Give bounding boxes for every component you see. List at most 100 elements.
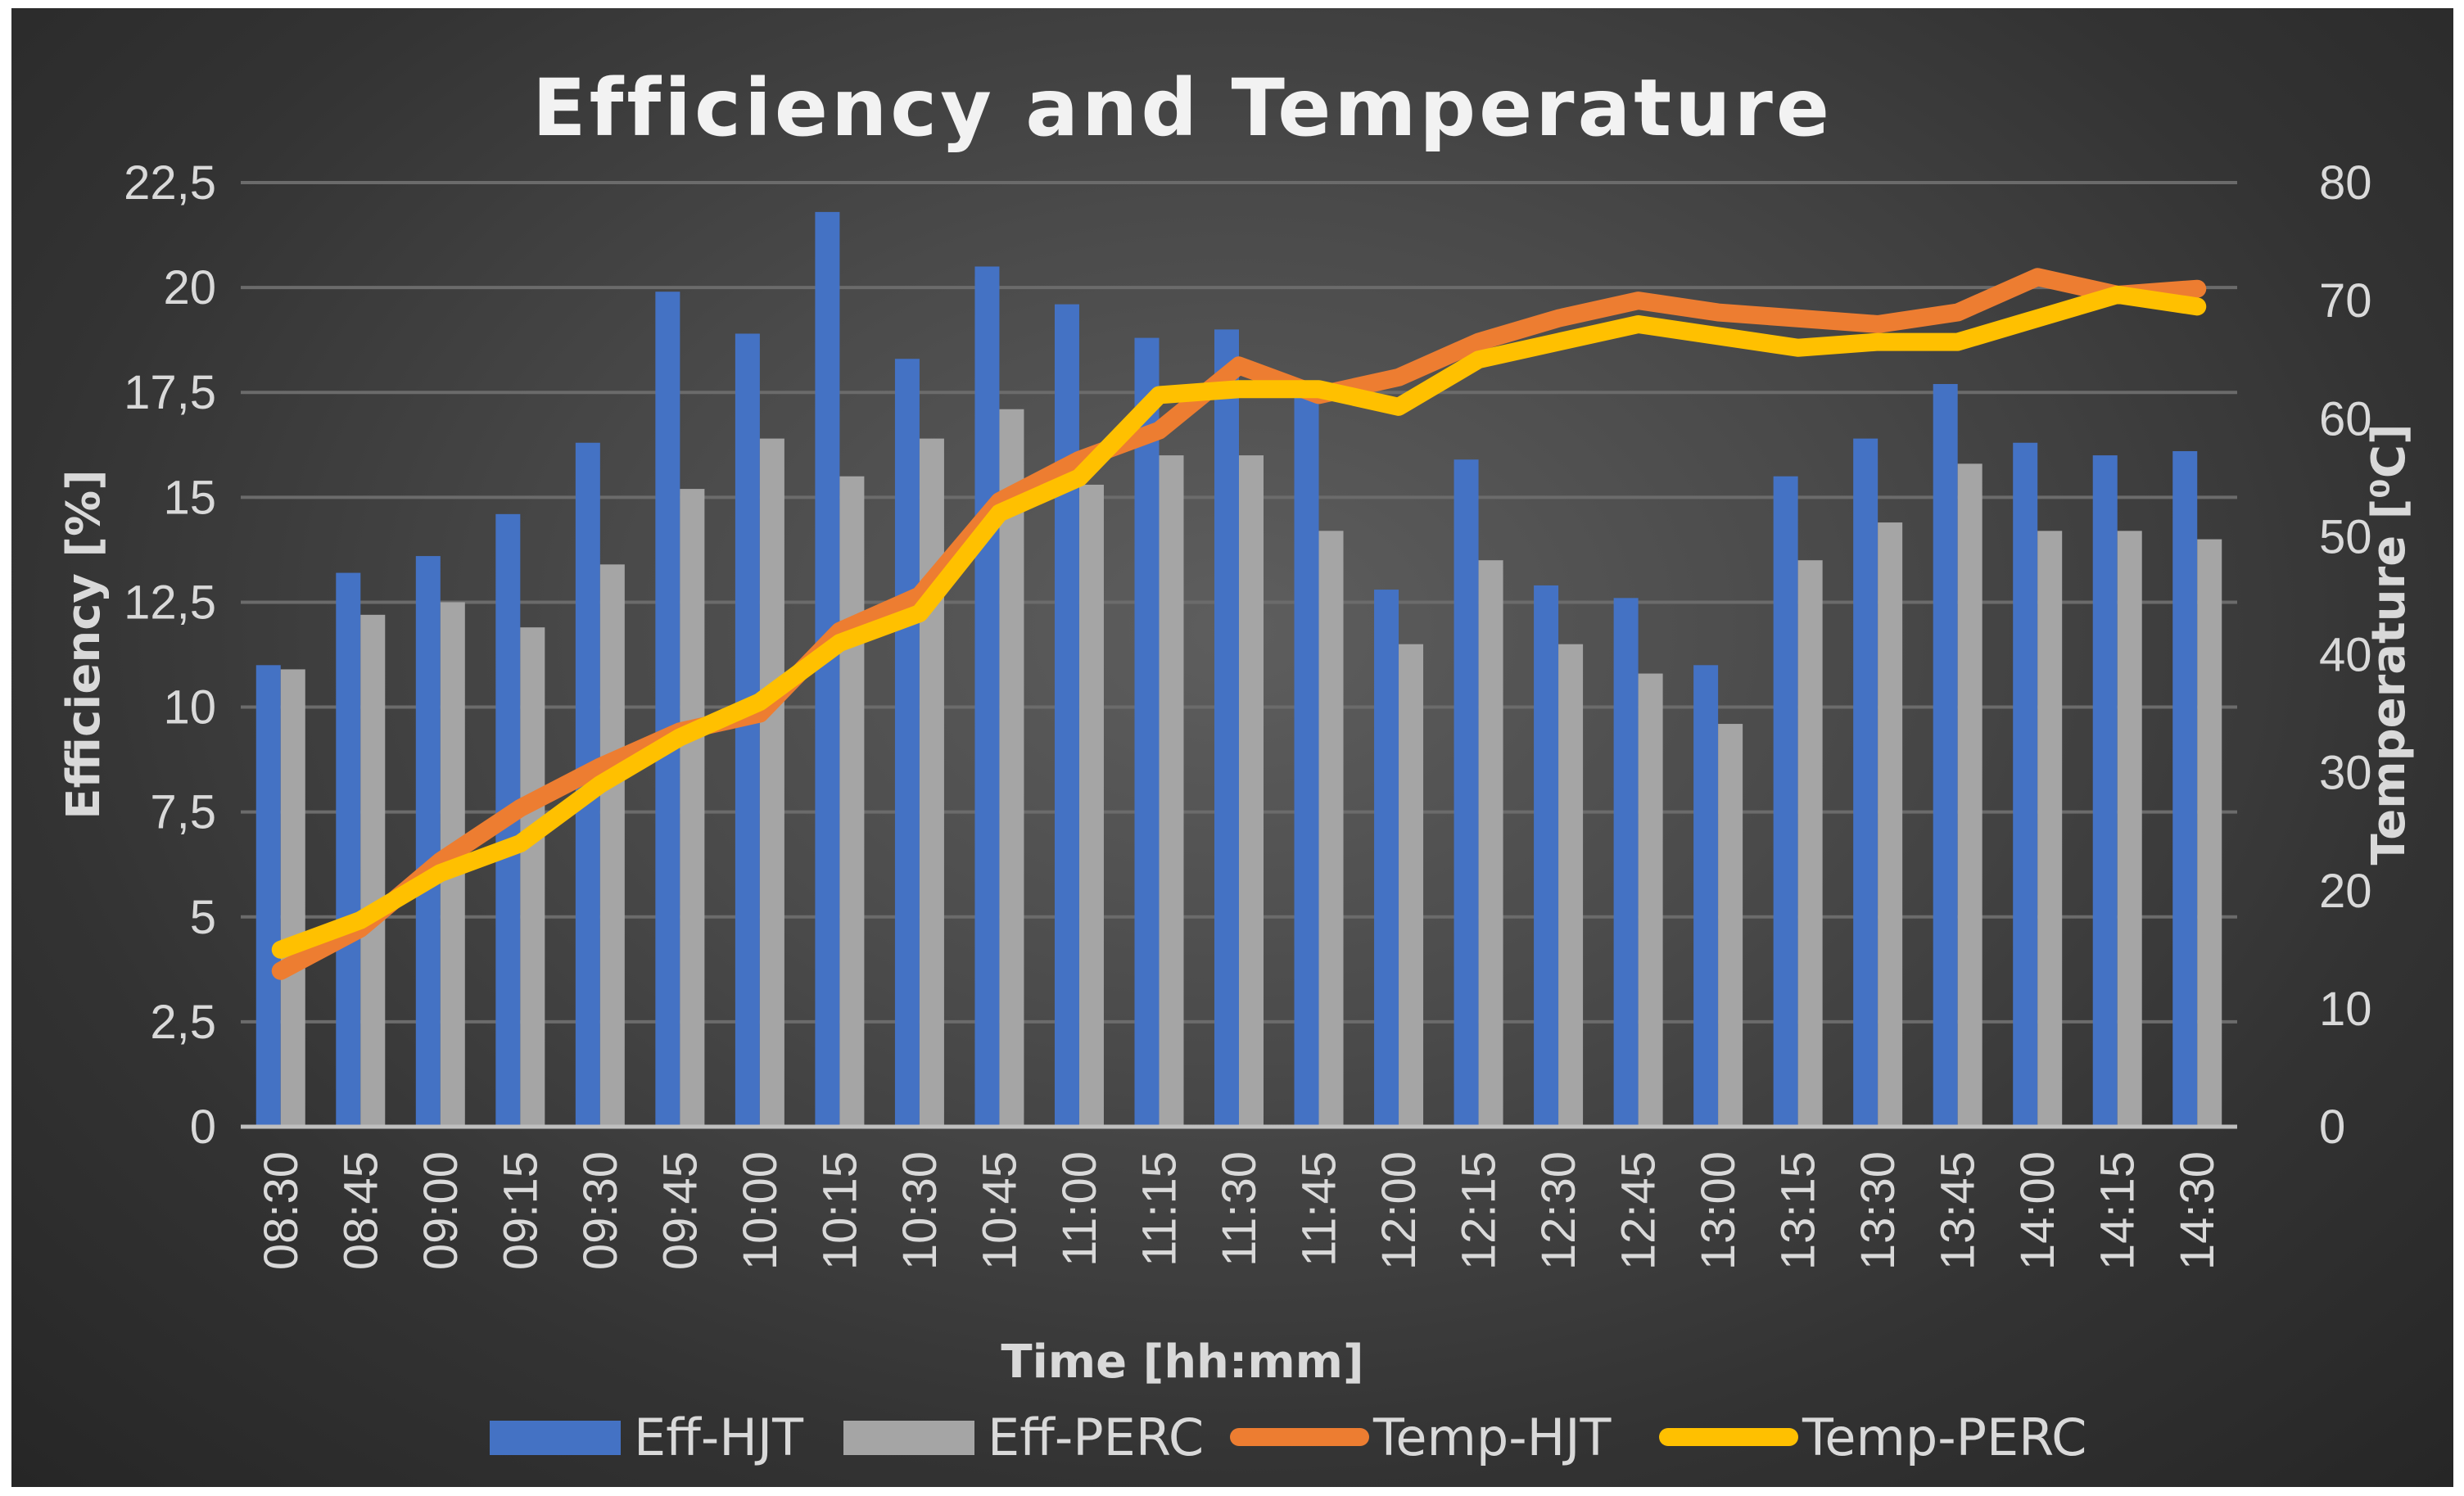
bar-eff-hjt xyxy=(1134,337,1160,1127)
bar-eff-perc xyxy=(839,476,865,1127)
bar-eff-perc xyxy=(2117,531,2142,1127)
bar-eff-perc xyxy=(1078,484,1104,1127)
legend: Eff-HJT Eff-PERC Temp-HJT Temp-PERC xyxy=(490,1408,2086,1467)
bar-eff-hjt xyxy=(2013,442,2038,1127)
x-tick-label: 12:00 xyxy=(1372,1151,1426,1270)
y2-tick-label: 10 xyxy=(2319,983,2372,1036)
bar-eff-perc xyxy=(520,627,545,1127)
bar-eff-perc xyxy=(1878,522,1903,1127)
bar-eff-hjt xyxy=(894,359,920,1127)
bar-eff-perc xyxy=(1957,463,1983,1127)
bar-eff-hjt xyxy=(336,572,361,1127)
x-tick-label: 13:45 xyxy=(1932,1151,1985,1270)
legend-label: Temp-HJT xyxy=(1372,1408,1612,1467)
x-tick-label: 09:30 xyxy=(574,1151,627,1270)
y-tick-label: 12,5 xyxy=(124,576,216,629)
y2-tick-label: 70 xyxy=(2319,274,2372,328)
legend-label: Eff-HJT xyxy=(634,1408,804,1467)
y2-tick-label: 0 xyxy=(2319,1101,2345,1154)
y-tick-label: 20 xyxy=(163,261,216,314)
x-tick-label: 11:45 xyxy=(1293,1151,1346,1267)
bar-eff-perc xyxy=(1239,455,1264,1127)
bar-eff-hjt xyxy=(735,333,760,1128)
x-tick-label: 08:45 xyxy=(334,1151,387,1270)
legend-swatch xyxy=(843,1421,974,1455)
bar-eff-hjt xyxy=(255,665,281,1127)
bar-eff-hjt xyxy=(655,292,680,1127)
bar-eff-hjt xyxy=(1054,304,1079,1127)
y-tick-label: 5 xyxy=(190,891,216,944)
x-tick-label: 12:45 xyxy=(1612,1151,1666,1270)
bar-series xyxy=(255,211,2222,1128)
chart-svg: Efficiency and Temperature 0 2,5 5 7,5 10 12,… xyxy=(57,62,2416,1467)
y-tick-label: 2,5 xyxy=(150,996,216,1049)
x-tick-label: 11:00 xyxy=(1053,1151,1106,1267)
bar-eff-perc xyxy=(1638,673,1663,1127)
bar-eff-perc xyxy=(1558,644,1584,1127)
chart-frame: Efficiency and Temperature 0 2,5 5 7,5 10 12,… xyxy=(11,8,2453,1487)
y-tick-label: 15 xyxy=(163,471,216,524)
x-tick-label: 08:30 xyxy=(255,1151,308,1270)
bar-eff-perc xyxy=(1478,560,1503,1127)
bar-eff-hjt xyxy=(1933,383,1958,1127)
bar-eff-perc xyxy=(1718,724,1743,1127)
x-tick-label: 10:45 xyxy=(973,1151,1026,1270)
bar-eff-hjt xyxy=(1454,459,1479,1127)
x-tick-label: 09:00 xyxy=(414,1151,468,1270)
legend-swatch xyxy=(490,1421,621,1455)
y2-tick-label: 40 xyxy=(2319,629,2372,682)
bar-eff-perc xyxy=(2037,531,2063,1127)
x-tick-label: 09:15 xyxy=(494,1151,547,1270)
bar-eff-perc xyxy=(280,669,305,1127)
y2-axis-title: Temperature [⁰C] xyxy=(2362,423,2416,865)
x-tick-label: 09:45 xyxy=(653,1151,707,1270)
bar-eff-hjt xyxy=(1613,598,1639,1127)
bar-eff-perc xyxy=(680,489,705,1127)
bar-eff-hjt xyxy=(1773,476,1798,1127)
bar-eff-hjt xyxy=(415,556,441,1127)
bar-eff-hjt xyxy=(1693,665,1719,1127)
bar-eff-hjt xyxy=(1374,590,1399,1127)
x-tick-label: 14:00 xyxy=(2011,1151,2064,1270)
y2-tick-label: 60 xyxy=(2319,392,2372,445)
x-tick-label: 10:00 xyxy=(734,1151,787,1270)
y-tick-label: 7,5 xyxy=(150,786,216,839)
bar-eff-perc xyxy=(2197,539,2222,1127)
y2-tick-label: 80 xyxy=(2319,156,2372,210)
bar-eff-hjt xyxy=(1294,396,1319,1127)
x-tick-label: 13:00 xyxy=(1692,1151,1745,1270)
y2-tick-label: 50 xyxy=(2319,510,2372,563)
bar-eff-hjt xyxy=(1853,438,1879,1127)
bar-eff-hjt xyxy=(1214,329,1239,1127)
bar-eff-perc xyxy=(360,614,386,1127)
x-tick-label: 10:30 xyxy=(893,1151,947,1270)
x-tick-label: 10:15 xyxy=(813,1151,866,1270)
bar-eff-perc xyxy=(759,438,784,1127)
y-tick-label: 0 xyxy=(190,1101,216,1154)
x-tick-label: 11:15 xyxy=(1133,1151,1186,1267)
y2-tick-label: 20 xyxy=(2319,865,2372,918)
bar-eff-perc xyxy=(599,564,625,1127)
axes: 0 2,5 5 7,5 10 12,5 15 17,5 20 22,5 0 10 20 30 40 50 60 7… xyxy=(124,156,2371,1270)
x-tick-label: 12:30 xyxy=(1532,1151,1585,1270)
y2-tick-label: 30 xyxy=(2319,747,2372,800)
bar-eff-perc xyxy=(999,409,1024,1128)
line-temp-hjt xyxy=(271,268,2207,980)
bar-eff-hjt xyxy=(974,266,1000,1127)
bar-eff-perc xyxy=(1797,560,1823,1127)
chart-title: Efficiency and Temperature xyxy=(532,62,1833,154)
x-axis-title: Time [hh:mm] xyxy=(1001,1336,1363,1389)
y-axis-title: Efficiency [%] xyxy=(57,469,111,819)
bar-eff-hjt xyxy=(2092,455,2118,1127)
x-tick-label: 13:30 xyxy=(1851,1151,1905,1270)
bar-eff-perc xyxy=(1159,455,1184,1127)
x-tick-label: 14:30 xyxy=(2171,1151,2224,1270)
bar-eff-perc xyxy=(1399,644,1424,1127)
bar-eff-perc xyxy=(919,438,944,1127)
bar-eff-hjt xyxy=(815,211,840,1127)
bar-eff-hjt xyxy=(2172,450,2198,1127)
y-tick-label: 17,5 xyxy=(124,366,216,419)
x-tick-label: 13:15 xyxy=(1772,1151,1825,1270)
x-tick-label: 11:30 xyxy=(1213,1151,1266,1267)
y-tick-label: 10 xyxy=(163,681,216,734)
